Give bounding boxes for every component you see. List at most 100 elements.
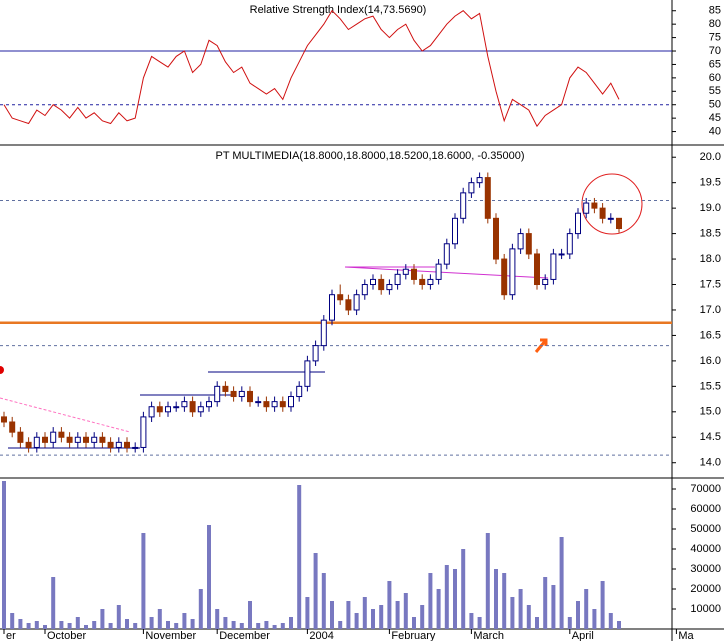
candle-body: [501, 258, 508, 296]
volume-bar: [617, 621, 621, 629]
x-tick-label: 2004: [309, 630, 333, 641]
candle-body: [345, 299, 352, 311]
volume-bar: [18, 619, 23, 629]
candle-body: [156, 406, 163, 413]
x-tick-label: October: [47, 630, 86, 641]
candle-body: [222, 385, 229, 392]
candle-body: [550, 253, 557, 280]
y-tick-label: 16.5: [700, 329, 721, 341]
volume-bar: [190, 619, 195, 629]
candle-body: [33, 436, 40, 448]
y-tick-label: 18.5: [700, 228, 721, 240]
candle-body: [42, 436, 48, 443]
volume-bar: [100, 609, 105, 629]
candle-body: [255, 401, 262, 404]
candle-body: [304, 360, 311, 387]
y-tick-label: 16.0: [700, 355, 721, 367]
y-tick-label: 30000: [690, 563, 721, 575]
x-tick-label: November: [145, 630, 196, 641]
volume-bar: [576, 601, 580, 629]
candle-body: [476, 177, 483, 184]
candle-body: [493, 217, 499, 260]
candle-body: [9, 421, 16, 433]
candle-body: [337, 294, 344, 301]
candle-body: [74, 436, 81, 443]
marker-dot: [0, 366, 4, 374]
volume-bar: [567, 617, 572, 629]
candle-body: [443, 243, 450, 265]
y-tick-label: 75: [709, 31, 721, 43]
volume-bar: [338, 621, 343, 629]
volume-bar: [362, 597, 367, 629]
candle-body: [370, 278, 376, 286]
y-tick-label: 70000: [690, 483, 721, 495]
candle-body: [361, 284, 368, 296]
y-tick-label: 14.0: [700, 457, 721, 469]
trend-line: [0, 397, 131, 433]
y-tick-label: 85: [709, 5, 721, 17]
candle-body: [230, 390, 237, 398]
volume-bar: [395, 601, 400, 629]
candle-body: [288, 396, 294, 408]
y-tick-label: 55: [709, 85, 721, 97]
x-tick-label: April: [572, 630, 594, 641]
candle-body: [58, 431, 65, 438]
volume-bar: [387, 581, 392, 629]
highlight-circle: [581, 173, 643, 235]
volume-bar: [10, 613, 15, 629]
volume-bar: [444, 565, 449, 629]
candle-body: [394, 273, 401, 286]
volume-bar: [305, 597, 310, 629]
x-tick-label: December: [219, 630, 270, 641]
volume-bar: [84, 625, 88, 629]
volume-bar: [330, 601, 334, 629]
volume-bar: [469, 613, 474, 629]
y-tick-label: 70: [709, 45, 721, 57]
candle-body: [509, 248, 516, 296]
candle-body: [329, 294, 335, 321]
volume-bar: [502, 573, 507, 629]
candle-body: [247, 390, 253, 403]
candle-body: [566, 233, 573, 255]
volume-bar: [248, 601, 252, 629]
volume-bar: [141, 533, 146, 629]
volume-bar: [207, 525, 211, 629]
volume-bar: [535, 617, 539, 629]
candle-body: [427, 278, 434, 286]
y-tick-label: 17.5: [700, 278, 721, 290]
volume-bar: [92, 621, 97, 629]
x-tick-label: March: [473, 630, 504, 641]
y-tick-label: 19.5: [700, 177, 721, 189]
x-tick-label: er: [6, 630, 16, 641]
volume-bar: [223, 617, 228, 629]
candle-body: [583, 202, 590, 214]
candle-body: [402, 268, 409, 275]
candle-body: [148, 406, 155, 418]
candle-body: [271, 401, 278, 408]
y-tick-label: 14.5: [700, 431, 721, 443]
volume-bar: [239, 623, 244, 629]
volume-bar: [133, 623, 138, 629]
volume-bar: [321, 573, 326, 629]
volume-bar: [2, 481, 6, 629]
candle-body: [181, 401, 188, 408]
volume-bar: [43, 625, 47, 629]
volume-bar: [494, 569, 498, 629]
volume-bar: [280, 623, 285, 629]
candle-body: [452, 217, 458, 245]
candle-body: [17, 431, 24, 443]
volume-bar: [34, 621, 39, 629]
candle-body: [50, 431, 57, 443]
volume-bar: [403, 593, 408, 629]
candle-body: [616, 217, 622, 230]
volume-bar: [436, 589, 441, 629]
candle-body: [353, 294, 360, 311]
candle-body: [558, 253, 565, 256]
candle-body: [132, 446, 139, 449]
volume-bar: [412, 617, 416, 629]
candle-body: [542, 278, 549, 286]
candle-body: [525, 233, 532, 255]
y-tick-label: 65: [709, 58, 721, 70]
candle-body: [517, 233, 524, 250]
rsi-line: [3, 9, 620, 128]
